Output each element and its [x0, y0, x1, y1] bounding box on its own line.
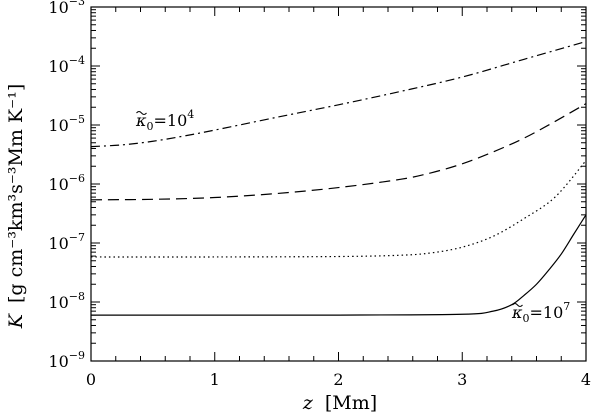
y-axis-title: K [g cm⁻³km³s⁻³Mm K⁻¹]	[5, 84, 27, 329]
x-tick-label: 2	[333, 370, 343, 389]
x-axis-unit: [Mm]	[325, 392, 377, 414]
annotation-kappa0-7: κ0=107	[511, 300, 570, 325]
tilde-mark	[512, 303, 523, 307]
tick-labels: 0 1 2 3 4 10−9 10−8 10−7 10−6 10−5 10−4 10−3	[48, 0, 591, 389]
y-tick-label: 10−5	[48, 113, 85, 135]
series-line-dash-dot	[90, 40, 587, 148]
y-tick-label: 10−7	[48, 231, 85, 253]
series-line-solid	[91, 214, 587, 316]
y-axis-variable: K	[5, 312, 27, 329]
y-tick-label: 10−8	[48, 290, 85, 312]
x-axis-title: z [Mm]	[302, 392, 377, 414]
x-tick-label: 4	[581, 370, 591, 389]
series-line-dotted	[90, 160, 587, 258]
y-tick-label: 10−4	[48, 54, 85, 76]
series-line-dashed	[90, 103, 587, 201]
axis-ticks	[90, 6, 587, 362]
x-tick-label: 3	[457, 370, 467, 389]
y-tick-label: 10−9	[48, 349, 85, 371]
y-axis-unit: [g cm⁻³km³s⁻³Mm K⁻¹]	[5, 84, 27, 303]
y-tick-label: 10−6	[48, 172, 85, 194]
annotation-kappa0-4: κ0=104	[135, 108, 194, 133]
series-lines	[90, 40, 587, 316]
x-tick-label: 0	[86, 370, 96, 389]
annotations: κ0=104 κ0=107	[135, 108, 570, 325]
x-axis-variable: z	[302, 392, 314, 414]
x-tick-label: 1	[210, 370, 220, 389]
y-tick-label: 10−3	[48, 0, 85, 17]
tilde-mark	[136, 111, 147, 115]
